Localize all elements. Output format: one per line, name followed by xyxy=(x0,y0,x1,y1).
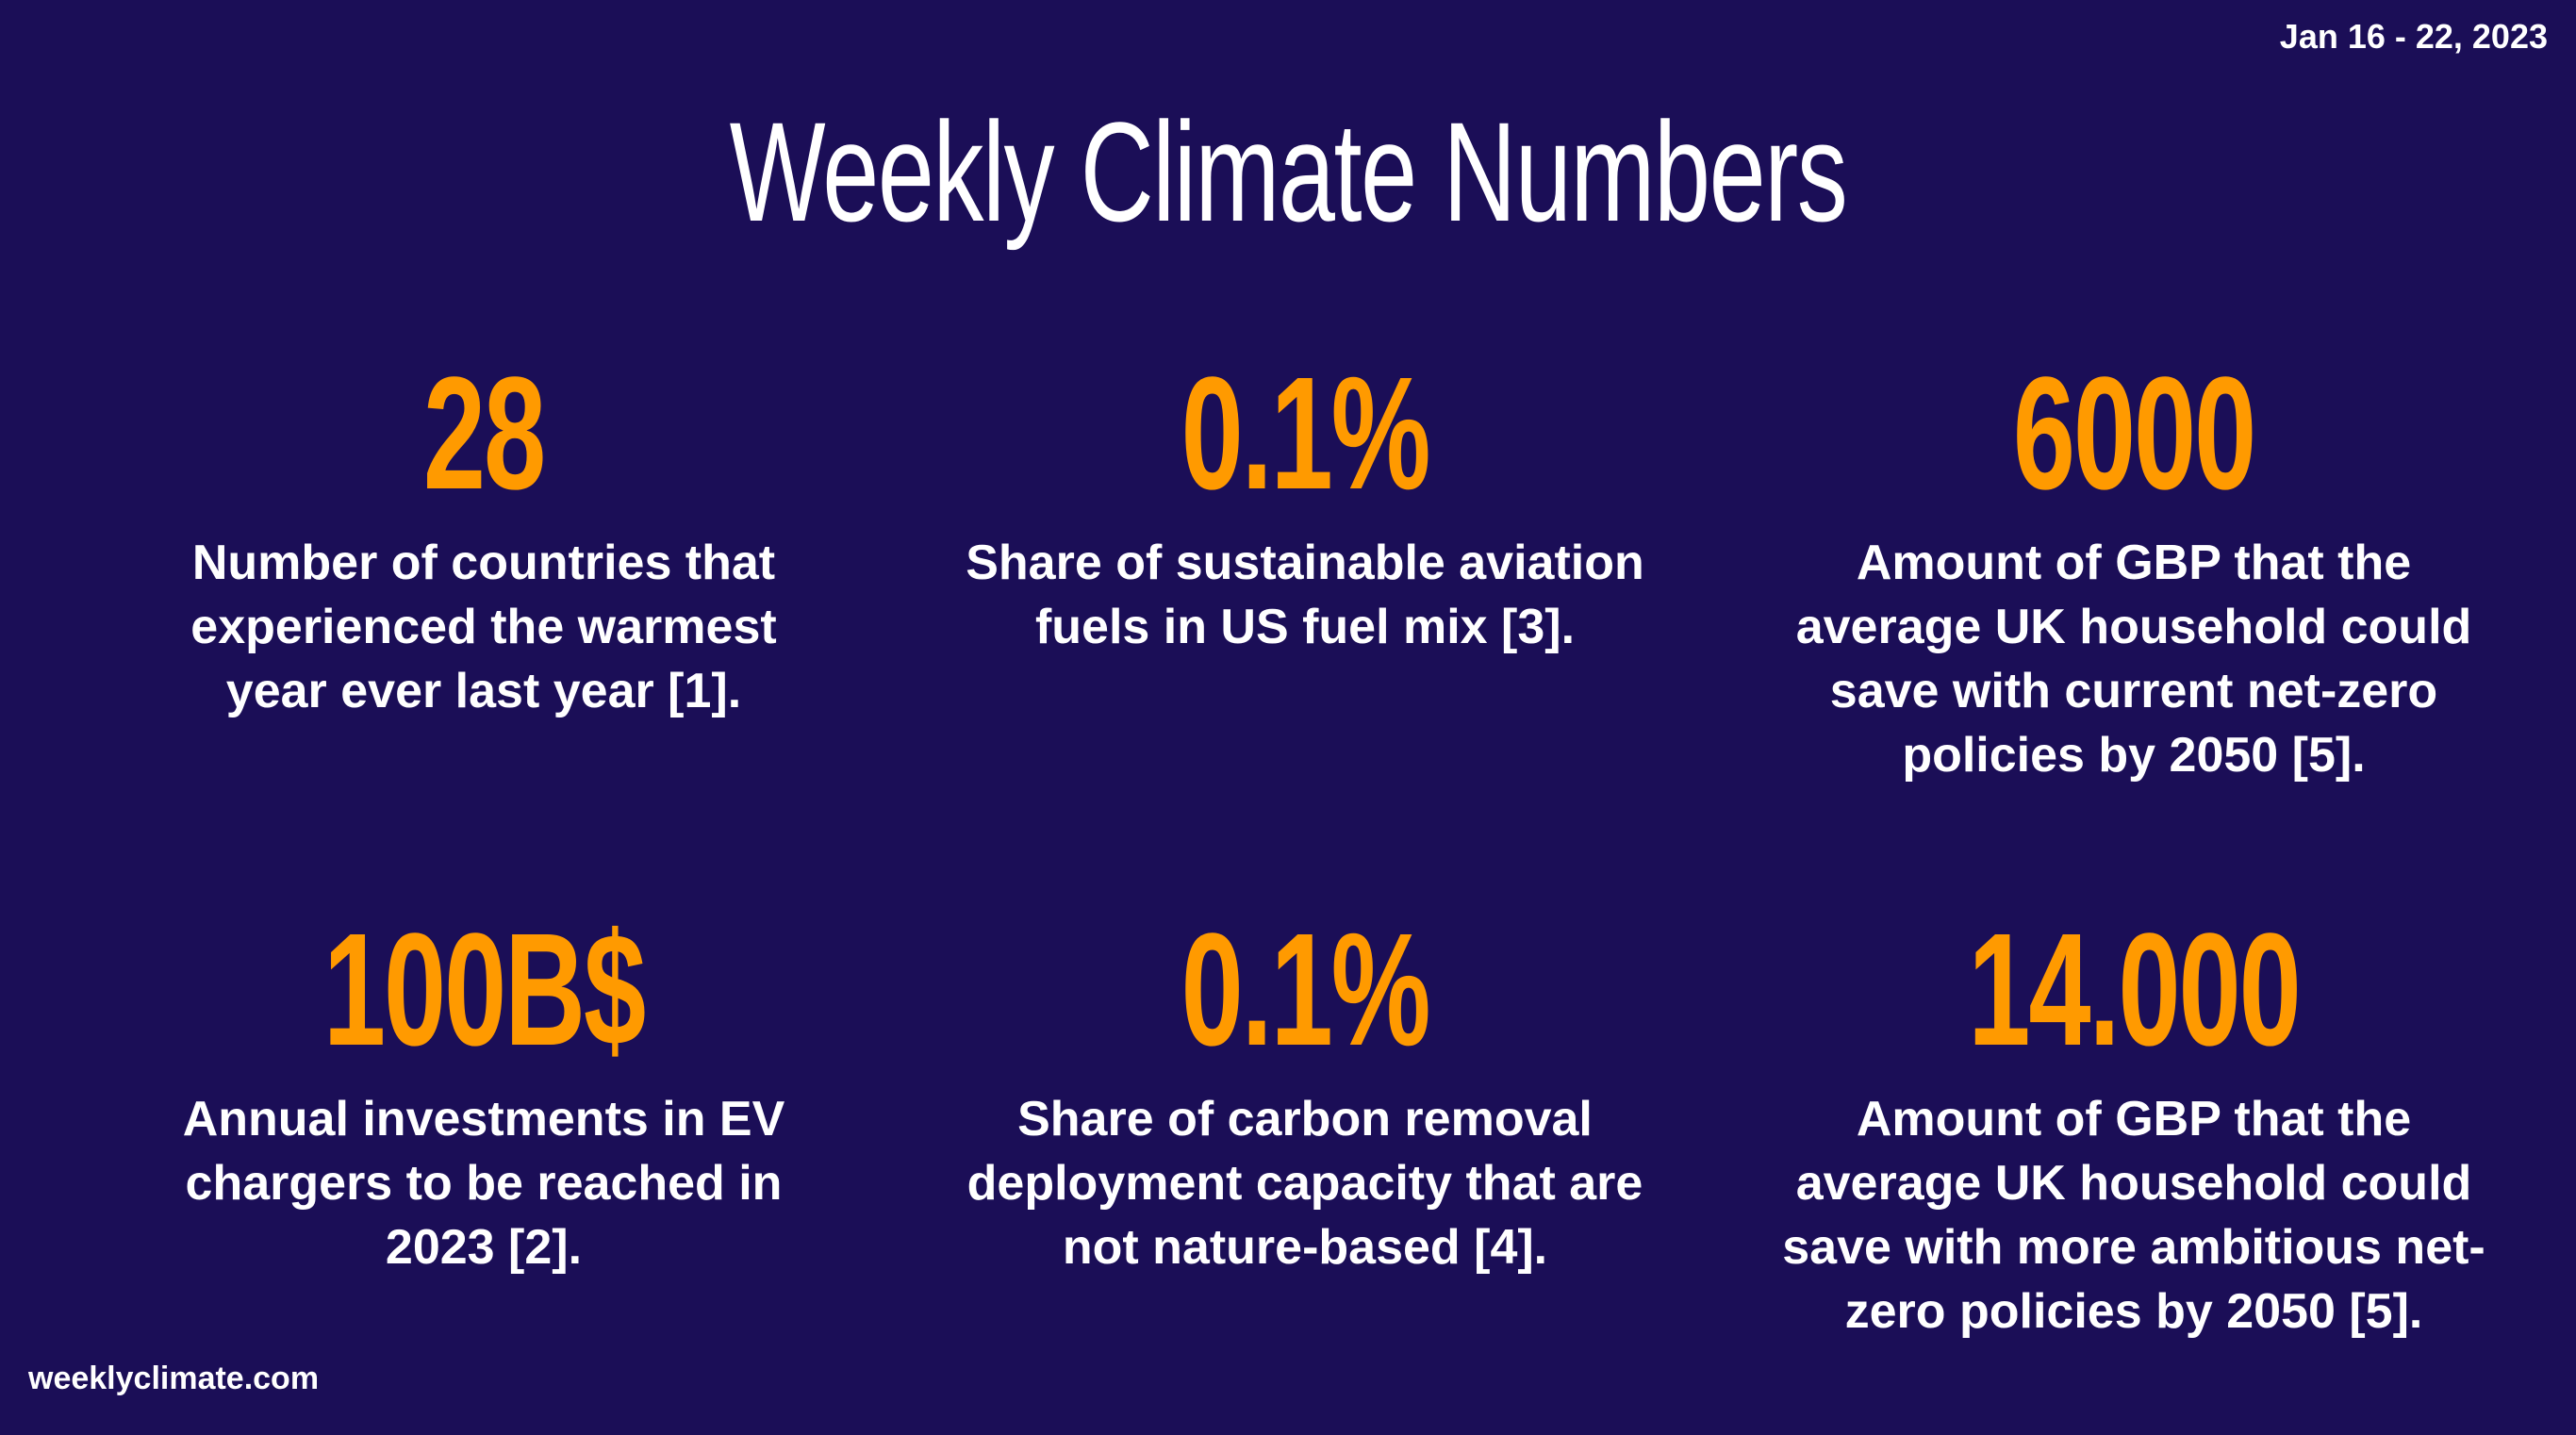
stat-value: 14.000 xyxy=(1968,900,2301,1080)
stat-value: 0.1% xyxy=(1181,900,1431,1080)
stat-description: Amount of GBP that the average UK househ… xyxy=(1782,1092,2485,1339)
stat-value: 100B$ xyxy=(322,900,646,1080)
stat-value: 6000 xyxy=(2012,344,2256,523)
stat-card: 100B$ Annual investments in EV chargers … xyxy=(69,910,899,1279)
stat-value: 0.1% xyxy=(1181,344,1431,523)
stat-description: Share of carbon removal deployment capac… xyxy=(966,1092,1643,1275)
stat-card: 0.1% Share of sustainable aviation fuels… xyxy=(890,354,1720,659)
stat-description: Annual investments in EV chargers to be … xyxy=(182,1092,785,1275)
stat-card: 6000 Amount of GBP that the average UK h… xyxy=(1719,354,2549,787)
stat-description: Amount of GBP that the average UK househ… xyxy=(1795,536,2472,783)
stat-description: Share of sustainable aviation fuels in U… xyxy=(966,536,1644,654)
page-title: Weekly Climate Numbers xyxy=(729,92,1848,251)
stat-card: 28 Number of countries that experienced … xyxy=(69,354,899,723)
site-url: weeklyclimate.com xyxy=(28,1361,320,1396)
stat-description: Number of countries that experienced the… xyxy=(190,536,777,718)
stat-value: 28 xyxy=(422,344,546,523)
date-range: Jan 16 - 22, 2023 xyxy=(2279,17,2548,56)
stat-card: 0.1% Share of carbon removal deployment … xyxy=(890,910,1720,1279)
stat-card: 14.000 Amount of GBP that the average UK… xyxy=(1719,910,2549,1344)
